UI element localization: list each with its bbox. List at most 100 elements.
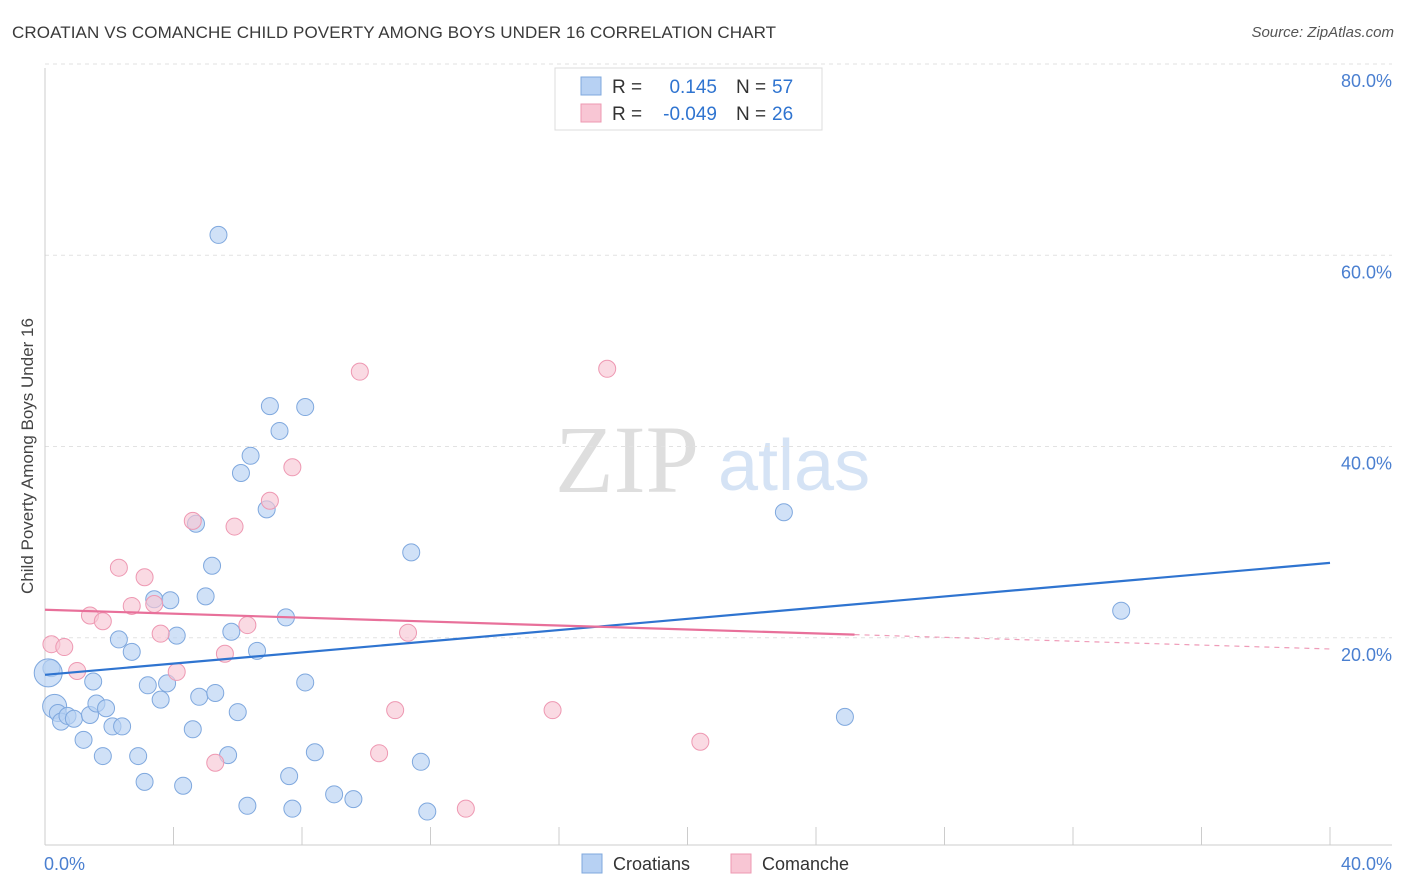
croatians-point <box>206 683 225 702</box>
croatians-point <box>238 796 257 815</box>
comanche-point <box>93 612 112 631</box>
y-tick-label-80: 80.0% <box>1341 71 1392 91</box>
series-legend-label-croatians: Croatians <box>613 854 690 874</box>
legend-n-label-2: N = <box>736 104 766 125</box>
chart-title: CROATIAN VS COMANCHE CHILD POVERTY AMONG… <box>12 23 777 42</box>
croatians-point <box>84 672 103 691</box>
croatians-point <box>196 587 215 606</box>
watermark-atlas: atlas <box>718 426 870 506</box>
series-legend: Croatians Comanche <box>581 853 849 874</box>
comanche-point <box>151 624 170 643</box>
croatians-point <box>122 642 141 661</box>
croatians-point <box>109 630 128 649</box>
comanche-point <box>55 638 74 657</box>
series-legend-label-comanche: Comanche <box>762 854 849 874</box>
y-tick-label-60: 60.0% <box>1341 262 1392 282</box>
croatians-point <box>228 703 247 722</box>
croatians-point <box>64 709 83 728</box>
croatians-point <box>222 622 241 641</box>
tick-labels: 20.0% 40.0% 60.0% 80.0% 0.0% 40.0% <box>44 71 1392 874</box>
croatians-point <box>74 730 93 749</box>
trend-lines <box>44 561 1331 676</box>
comanche-point <box>225 517 244 536</box>
legend-n-value-1: 57 <box>772 77 793 98</box>
croatians-point <box>174 776 193 795</box>
comanche-point <box>145 595 164 614</box>
croatians-point <box>203 556 222 575</box>
comanche-point <box>350 362 369 381</box>
comanche-point <box>122 596 141 615</box>
croatians-point <box>402 543 421 562</box>
comanche-point <box>135 568 154 587</box>
legend-swatch-comanche <box>580 103 602 123</box>
croatians-point <box>97 699 116 718</box>
croatians-point <box>283 799 302 818</box>
croatians-point <box>418 802 437 821</box>
croatians-point <box>231 464 250 483</box>
croatians-point <box>260 397 279 416</box>
croatians-point <box>113 717 132 736</box>
grid <box>45 63 1392 639</box>
comanche-point <box>183 511 202 530</box>
comanche-point <box>598 359 617 378</box>
legend-r-label-2: R = <box>612 104 642 125</box>
correlation-legend: R = 0.145 N = 57 R = -0.049 N = 26 <box>554 67 823 131</box>
legend-r-label-1: R = <box>612 77 642 98</box>
croatians-point <box>296 673 315 692</box>
croatians-point <box>241 446 260 465</box>
croatians-point <box>135 772 154 791</box>
source-label: Source: ZipAtlas.com <box>1251 24 1394 41</box>
y-tick-label-40: 40.0% <box>1341 454 1392 474</box>
croatians-point <box>151 690 170 709</box>
legend-swatch-croatians <box>580 76 602 96</box>
croatians-point <box>296 398 315 417</box>
croatians-point <box>190 687 209 706</box>
croatians-point <box>344 790 363 809</box>
series-legend-swatch-comanche <box>730 853 752 874</box>
watermark-zip: ZIP <box>555 406 699 513</box>
croatians-point <box>158 674 177 693</box>
croatians-point <box>129 747 148 766</box>
x-tick-label-min: 0.0% <box>44 854 85 874</box>
comanche-point <box>691 732 710 751</box>
watermark: ZIP atlas <box>555 406 870 513</box>
comanche-point <box>238 616 257 635</box>
croatians-point <box>93 747 112 766</box>
axes <box>44 68 1392 846</box>
comanche-point <box>543 701 562 720</box>
croatians-point <box>325 785 344 804</box>
comanche-point <box>386 701 405 720</box>
croatians-point <box>209 225 228 244</box>
croatians-trend-line <box>44 561 1331 676</box>
croatians-point <box>1112 601 1131 620</box>
series-legend-swatch-croatians <box>581 853 603 874</box>
legend-r-value-1: 0.145 <box>669 77 717 98</box>
comanche-point <box>206 753 225 772</box>
croatians-point <box>835 707 854 726</box>
comanche-point <box>399 623 418 642</box>
croatians-point <box>138 676 157 695</box>
croatians-point <box>411 752 430 771</box>
croatians-point <box>774 503 793 522</box>
croatians-point <box>161 591 180 610</box>
comanche-point <box>370 744 389 763</box>
comanche-point <box>260 491 279 510</box>
comanche-point <box>167 662 186 681</box>
legend-r-value-2: -0.049 <box>663 104 717 125</box>
comanche-point <box>283 458 302 477</box>
comanche-point <box>109 558 128 577</box>
comanche-point <box>456 799 475 818</box>
x-tick-label-max: 40.0% <box>1341 854 1392 874</box>
legend-n-value-2: 26 <box>772 104 793 125</box>
comanche-trend-extension <box>854 634 1331 650</box>
croatians-point <box>183 720 202 739</box>
comanche-trend-line <box>44 608 855 636</box>
croatians-point <box>280 767 299 786</box>
legend-n-label-1: N = <box>736 77 766 98</box>
croatians-point <box>305 743 324 762</box>
croatians-point <box>167 626 186 645</box>
croatians-point <box>270 421 289 440</box>
points <box>33 225 1131 821</box>
y-tick-label-20: 20.0% <box>1341 645 1392 665</box>
